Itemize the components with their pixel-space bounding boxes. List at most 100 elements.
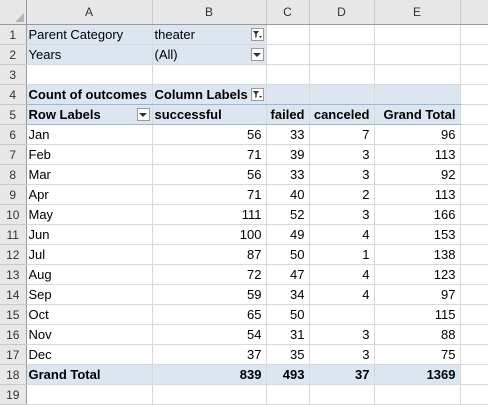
pivot-cell-failed[interactable]: 34	[266, 284, 310, 305]
pivot-cell-failed[interactable]: 47	[266, 264, 310, 285]
column-header-e[interactable]: E	[374, 0, 461, 25]
filter-value-cell[interactable]: (All)	[152, 44, 267, 65]
cell[interactable]	[26, 64, 153, 85]
row-header[interactable]: 12	[0, 244, 27, 265]
cell[interactable]	[374, 24, 461, 45]
pivot-cell-canceled[interactable]: 3	[309, 324, 375, 345]
select-all-corner[interactable]	[0, 0, 27, 25]
pivot-header-failed[interactable]: failed	[266, 104, 310, 125]
pivot-cell-canceled[interactable]: 3	[309, 344, 375, 365]
pivot-cell-canceled[interactable]: 4	[309, 224, 375, 245]
pivot-cell-canceled[interactable]: 2	[309, 184, 375, 205]
pivot-cell-failed[interactable]: 33	[266, 124, 310, 145]
row-header[interactable]: 4	[0, 84, 27, 105]
pivot-row-label[interactable]: Jun	[26, 224, 153, 245]
cell[interactable]	[266, 84, 310, 105]
pivot-header-canceled[interactable]: canceled	[309, 104, 375, 125]
cell[interactable]	[374, 64, 461, 85]
cell[interactable]	[266, 24, 310, 45]
cell[interactable]	[152, 384, 267, 405]
cell[interactable]	[26, 384, 153, 405]
pivot-cell-total[interactable]: 97	[374, 284, 461, 305]
pivot-column-labels-cell[interactable]: Column Labels	[152, 84, 267, 105]
pivot-cell-total[interactable]: 75	[374, 344, 461, 365]
filter-applied-icon[interactable]	[250, 28, 264, 41]
row-header[interactable]: 3	[0, 64, 27, 85]
pivot-cell-total[interactable]: 166	[374, 204, 461, 225]
pivot-cell-successful[interactable]: 87	[152, 244, 267, 265]
pivot-row-label[interactable]: Dec	[26, 344, 153, 365]
cell[interactable]	[460, 204, 488, 225]
pivot-cell-successful[interactable]: 37	[152, 344, 267, 365]
row-header[interactable]: 19	[0, 384, 27, 405]
cell[interactable]	[152, 64, 267, 85]
row-header[interactable]: 10	[0, 204, 27, 225]
grand-total-canceled[interactable]: 37	[309, 364, 375, 385]
cell[interactable]	[460, 64, 488, 85]
pivot-row-label[interactable]: Jan	[26, 124, 153, 145]
filter-applied-icon[interactable]	[250, 88, 264, 101]
pivot-row-label[interactable]: Oct	[26, 304, 153, 325]
pivot-values-label[interactable]: Count of outcomes	[26, 84, 153, 105]
pivot-cell-total[interactable]: 92	[374, 164, 461, 185]
cell[interactable]	[374, 84, 461, 105]
chevron-down-icon[interactable]	[136, 108, 150, 121]
pivot-row-label[interactable]: Apr	[26, 184, 153, 205]
grand-total-overall[interactable]: 1369	[374, 364, 461, 385]
pivot-cell-successful[interactable]: 54	[152, 324, 267, 345]
pivot-cell-successful[interactable]: 65	[152, 304, 267, 325]
chevron-down-icon[interactable]	[250, 48, 264, 61]
pivot-header-grand-total[interactable]: Grand Total	[374, 104, 461, 125]
column-header-b[interactable]: B	[152, 0, 267, 25]
cell[interactable]	[374, 44, 461, 65]
grand-total-successful[interactable]: 839	[152, 364, 267, 385]
pivot-cell-failed[interactable]: 49	[266, 224, 310, 245]
cell[interactable]	[266, 64, 310, 85]
pivot-cell-successful[interactable]: 56	[152, 164, 267, 185]
pivot-cell-successful[interactable]: 100	[152, 224, 267, 245]
pivot-row-label[interactable]: May	[26, 204, 153, 225]
row-header[interactable]: 6	[0, 124, 27, 145]
pivot-cell-canceled[interactable]: 3	[309, 204, 375, 225]
pivot-cell-failed[interactable]: 52	[266, 204, 310, 225]
cell[interactable]	[460, 224, 488, 245]
pivot-cell-failed[interactable]: 39	[266, 144, 310, 165]
pivot-cell-successful[interactable]: 71	[152, 184, 267, 205]
cell[interactable]	[460, 304, 488, 325]
row-header[interactable]: 9	[0, 184, 27, 205]
pivot-row-label[interactable]: Mar	[26, 164, 153, 185]
column-header-f[interactable]	[460, 0, 488, 25]
pivot-row-label[interactable]: Sep	[26, 284, 153, 305]
pivot-cell-total[interactable]: 88	[374, 324, 461, 345]
cell[interactable]	[460, 184, 488, 205]
row-header[interactable]: 13	[0, 264, 27, 285]
cell[interactable]	[460, 164, 488, 185]
pivot-header-successful[interactable]: successful	[152, 104, 267, 125]
row-header[interactable]: 5	[0, 104, 27, 125]
pivot-cell-successful[interactable]: 71	[152, 144, 267, 165]
pivot-cell-failed[interactable]: 50	[266, 244, 310, 265]
row-header[interactable]: 15	[0, 304, 27, 325]
pivot-cell-canceled[interactable]: 4	[309, 264, 375, 285]
pivot-cell-total[interactable]: 123	[374, 264, 461, 285]
pivot-cell-canceled[interactable]: 3	[309, 144, 375, 165]
cell[interactable]	[460, 144, 488, 165]
pivot-cell-canceled[interactable]: 3	[309, 164, 375, 185]
pivot-cell-failed[interactable]: 31	[266, 324, 310, 345]
pivot-cell-canceled[interactable]: 4	[309, 284, 375, 305]
cell[interactable]	[460, 24, 488, 45]
column-header-c[interactable]: C	[266, 0, 310, 25]
pivot-cell-canceled[interactable]: 1	[309, 244, 375, 265]
row-header[interactable]: 14	[0, 284, 27, 305]
pivot-cell-canceled[interactable]: 7	[309, 124, 375, 145]
pivot-row-label[interactable]: Aug	[26, 264, 153, 285]
filter-value-cell[interactable]: theater	[152, 24, 267, 45]
row-header[interactable]: 17	[0, 344, 27, 365]
cell[interactable]	[460, 384, 488, 405]
column-header-d[interactable]: D	[309, 0, 375, 25]
cell[interactable]	[309, 24, 375, 45]
grand-total-failed[interactable]: 493	[266, 364, 310, 385]
row-header[interactable]: 11	[0, 224, 27, 245]
pivot-row-label[interactable]: Nov	[26, 324, 153, 345]
grand-total-label[interactable]: Grand Total	[26, 364, 153, 385]
